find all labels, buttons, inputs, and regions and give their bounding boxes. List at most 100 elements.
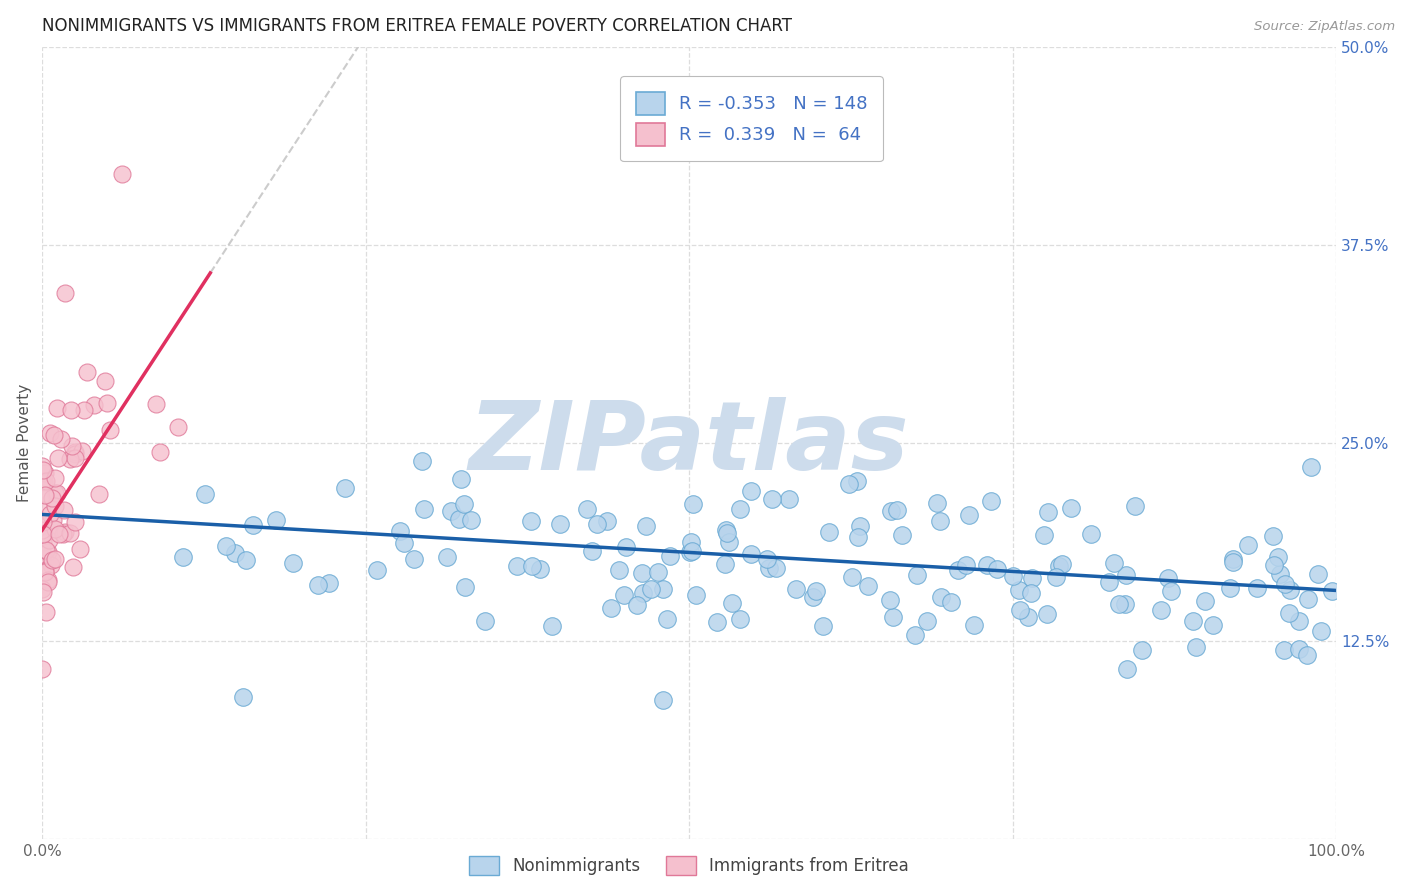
- Point: [740, 547, 762, 561]
- Point: [31, 474, 53, 488]
- Point: [659, 549, 682, 563]
- Point: [31, 459, 53, 474]
- Point: [907, 567, 929, 582]
- Point: [235, 553, 257, 567]
- Point: [37, 573, 59, 587]
- Point: [1019, 586, 1042, 600]
- Point: [83, 398, 105, 412]
- Point: [651, 582, 673, 596]
- Point: [882, 609, 904, 624]
- Point: [1157, 571, 1180, 585]
- Point: [264, 513, 287, 527]
- Point: [596, 514, 619, 528]
- Point: [804, 584, 827, 599]
- Point: [111, 167, 134, 181]
- Point: [31, 585, 53, 599]
- Point: [60, 439, 83, 453]
- Point: [929, 514, 952, 528]
- Point: [813, 619, 835, 633]
- Point: [44, 552, 66, 566]
- Point: [44, 499, 66, 513]
- Point: [626, 598, 648, 612]
- Point: [1045, 569, 1067, 583]
- Point: [1288, 614, 1310, 628]
- Point: [34, 466, 56, 480]
- Point: [1246, 581, 1268, 595]
- Point: [49, 432, 72, 446]
- Point: [34, 565, 56, 579]
- Point: [728, 612, 751, 626]
- Point: [388, 524, 411, 538]
- Point: [38, 533, 60, 548]
- Point: [194, 487, 217, 501]
- Point: [1182, 614, 1205, 628]
- Point: [740, 483, 762, 498]
- Point: [681, 534, 703, 549]
- Point: [1080, 527, 1102, 541]
- Point: [886, 503, 908, 517]
- Point: [849, 518, 872, 533]
- Point: [986, 562, 1008, 576]
- Point: [34, 564, 56, 578]
- Point: [412, 501, 434, 516]
- Point: [939, 595, 962, 609]
- Point: [1194, 594, 1216, 608]
- Point: [149, 445, 172, 459]
- Point: [72, 443, 94, 458]
- Point: [1008, 582, 1031, 597]
- Point: [838, 477, 860, 491]
- Point: [755, 552, 778, 566]
- Point: [925, 495, 948, 509]
- Point: [31, 534, 53, 549]
- Point: [585, 517, 607, 532]
- Point: [41, 491, 63, 505]
- Point: [1102, 556, 1125, 570]
- Point: [785, 582, 807, 596]
- Point: [1268, 566, 1291, 581]
- Point: [31, 527, 53, 541]
- Point: [65, 447, 87, 461]
- Point: [32, 475, 55, 489]
- Point: [31, 502, 53, 516]
- Point: [1278, 607, 1301, 621]
- Point: [758, 561, 780, 575]
- Point: [44, 522, 66, 536]
- Point: [37, 575, 59, 590]
- Point: [1038, 505, 1060, 519]
- Point: [681, 543, 703, 558]
- Point: [59, 452, 82, 467]
- Point: [32, 547, 55, 561]
- Point: [1274, 577, 1296, 591]
- Point: [929, 590, 952, 604]
- Point: [1050, 557, 1073, 571]
- Point: [716, 523, 738, 537]
- Point: [39, 558, 62, 573]
- Point: [1185, 640, 1208, 654]
- Point: [1010, 603, 1032, 617]
- Point: [652, 692, 675, 706]
- Point: [37, 545, 59, 559]
- Point: [685, 588, 707, 602]
- Point: [946, 562, 969, 576]
- Point: [599, 600, 621, 615]
- Point: [73, 403, 96, 417]
- Point: [1306, 567, 1329, 582]
- Point: [242, 517, 264, 532]
- Point: [655, 612, 678, 626]
- Point: [32, 463, 55, 477]
- Point: [53, 285, 76, 300]
- Point: [841, 570, 863, 584]
- Point: [1320, 583, 1343, 598]
- Point: [765, 561, 787, 575]
- Point: [548, 517, 571, 532]
- Point: [959, 508, 981, 522]
- Y-axis label: Female Poverty: Female Poverty: [17, 384, 32, 502]
- Text: Source: ZipAtlas.com: Source: ZipAtlas.com: [1254, 20, 1395, 33]
- Point: [801, 590, 824, 604]
- Point: [721, 596, 744, 610]
- Point: [42, 427, 65, 442]
- Point: [1237, 538, 1260, 552]
- Point: [718, 535, 741, 549]
- Point: [45, 486, 67, 500]
- Point: [1301, 460, 1323, 475]
